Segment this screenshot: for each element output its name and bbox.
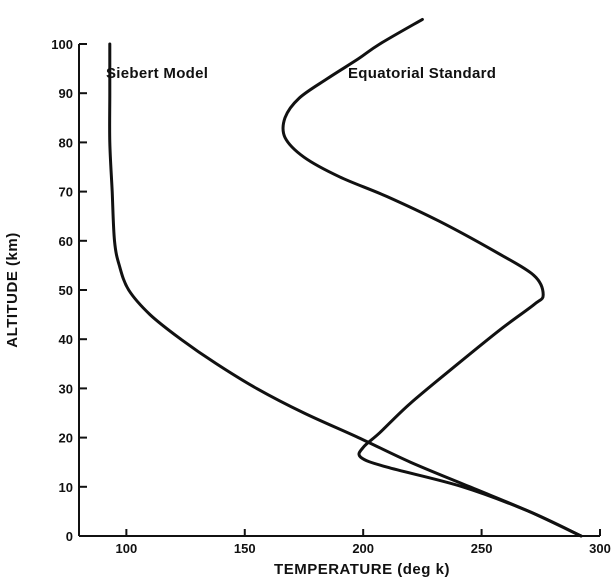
series-line-siebert-model <box>108 42 583 538</box>
series-label-equatorial-standard: Equatorial Standard <box>348 65 496 82</box>
y-tick-label-40: 40 <box>59 332 73 347</box>
y-tick-label-60: 60 <box>59 234 73 249</box>
y-tick-label-30: 30 <box>59 381 73 396</box>
y-tick-label-50: 50 <box>59 283 73 298</box>
x-axis-title: TEMPERATURE (deg k) <box>274 561 450 578</box>
ticks: 100 150 200 250 300 0 10 20 30 40 50 60 70 80 90 100 <box>51 37 611 556</box>
y-tick-label-10: 10 <box>59 480 73 495</box>
series-line-equatorial-standard <box>281 17 583 538</box>
x-tick-label-100: 100 <box>116 541 138 556</box>
y-tick-label-100: 100 <box>51 37 73 52</box>
y-tick-label-90: 90 <box>59 86 73 101</box>
axes <box>78 44 600 537</box>
y-tick-label-70: 70 <box>59 185 73 200</box>
series-label-siebert-model: Siebert Model <box>106 65 208 82</box>
x-tick-label-300: 300 <box>589 541 611 556</box>
curves <box>108 17 583 538</box>
x-tick-label-200: 200 <box>352 541 374 556</box>
y-axis-title: ALTITUDE (km) <box>4 232 21 347</box>
y-tick-label-20: 20 <box>59 431 73 446</box>
x-tick-label-150: 150 <box>234 541 256 556</box>
x-tick-label-250: 250 <box>471 541 493 556</box>
y-tick-label-80: 80 <box>59 135 73 150</box>
y-tick-label-0: 0 <box>66 529 73 544</box>
